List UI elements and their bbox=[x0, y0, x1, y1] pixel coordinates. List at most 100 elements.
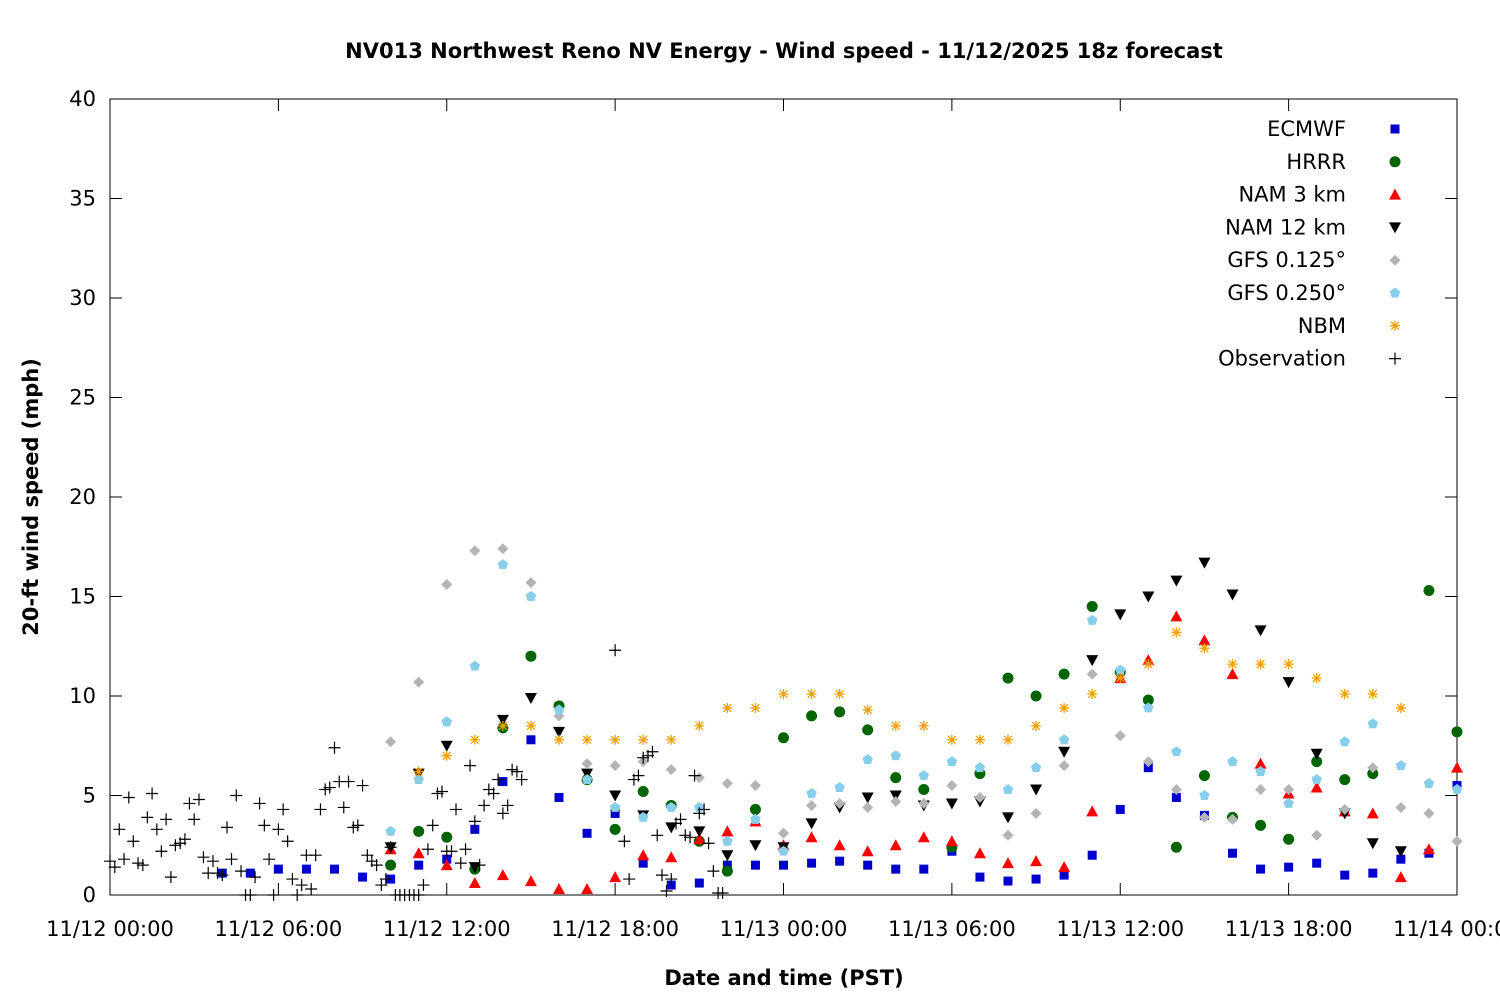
point-gfs-0-250 bbox=[1395, 760, 1407, 771]
point-nam-12-km bbox=[1198, 557, 1211, 569]
point-nam-12-km bbox=[805, 818, 818, 830]
point-observation bbox=[146, 787, 159, 800]
point-observation bbox=[646, 745, 659, 758]
point-observation bbox=[235, 865, 248, 878]
legend-marker-observation bbox=[1389, 352, 1401, 365]
point-gfs-0-125 bbox=[1170, 784, 1182, 796]
point-nam-12-km bbox=[945, 798, 958, 810]
point-ecmwf bbox=[498, 777, 508, 787]
legend-label-nbm: NBM bbox=[1298, 314, 1346, 338]
point-nam-12-km bbox=[440, 740, 453, 752]
point-ecmwf bbox=[358, 872, 368, 882]
point-hrrr bbox=[441, 831, 453, 843]
point-nam-3-km bbox=[693, 833, 706, 845]
point-nam-3-km bbox=[1030, 855, 1043, 867]
point-observation bbox=[421, 843, 434, 856]
x-tick-label: 11/13 12:00 bbox=[1056, 917, 1184, 941]
point-observation bbox=[618, 835, 631, 848]
data-marks bbox=[104, 543, 1463, 901]
point-ecmwf bbox=[470, 824, 480, 834]
point-nam-3-km bbox=[1366, 807, 1379, 819]
point-observation bbox=[132, 857, 145, 870]
point-hrrr bbox=[525, 650, 537, 662]
point-ecmwf bbox=[1059, 870, 1069, 880]
point-observation bbox=[263, 853, 276, 866]
point-nbm bbox=[1199, 643, 1210, 654]
point-ecmwf bbox=[750, 860, 760, 870]
point-observation bbox=[468, 815, 481, 828]
point-nam-3-km bbox=[412, 847, 425, 859]
point-hrrr bbox=[1142, 694, 1154, 706]
point-nbm bbox=[1115, 673, 1126, 684]
point-observation bbox=[501, 799, 514, 812]
y-tick-label: 0 bbox=[83, 883, 96, 907]
chart-title: NV013 Northwest Reno NV Energy - Wind sp… bbox=[345, 39, 1223, 63]
point-nbm bbox=[1283, 659, 1294, 670]
point-observation bbox=[623, 873, 636, 886]
point-observation bbox=[609, 644, 622, 657]
point-nam-3-km bbox=[468, 877, 481, 889]
point-nam-3-km bbox=[496, 869, 509, 881]
series-observation bbox=[104, 644, 729, 901]
point-gfs-0-125 bbox=[693, 772, 705, 784]
point-observation bbox=[328, 741, 341, 754]
point-hrrr bbox=[721, 865, 733, 877]
point-nam-3-km bbox=[1198, 634, 1211, 646]
legend-label-gfs-0-125: GFS 0.125° bbox=[1227, 248, 1346, 272]
point-ecmwf bbox=[891, 864, 901, 874]
point-nbm bbox=[1311, 673, 1322, 684]
point-observation bbox=[684, 831, 697, 844]
point-hrrr bbox=[385, 859, 397, 871]
point-observation bbox=[211, 867, 224, 880]
point-gfs-0-250 bbox=[750, 813, 761, 824]
point-nam-12-km bbox=[1226, 589, 1239, 601]
point-observation bbox=[492, 773, 505, 786]
point-ecmwf bbox=[1340, 870, 1350, 880]
x-tick-label: 11/14 00:00 bbox=[1393, 917, 1500, 941]
point-ecmwf bbox=[554, 792, 564, 802]
point-ecmwf bbox=[1003, 876, 1013, 886]
point-gfs-0-125 bbox=[1058, 760, 1070, 772]
legend-label-nam-3-km: NAM 3 km bbox=[1238, 183, 1346, 207]
legend-label-hrrr: HRRR bbox=[1286, 150, 1346, 174]
point-observation bbox=[253, 797, 266, 810]
point-ecmwf bbox=[1312, 858, 1322, 868]
legend-marker-ecmwf bbox=[1390, 124, 1400, 134]
point-nam-12-km bbox=[1114, 609, 1127, 621]
point-nbm bbox=[610, 734, 621, 745]
point-nam-3-km bbox=[524, 875, 537, 887]
point-ecmwf bbox=[975, 872, 985, 882]
point-nbm bbox=[778, 689, 789, 700]
x-tick-label: 11/13 06:00 bbox=[888, 917, 1016, 941]
point-hrrr bbox=[1030, 690, 1042, 702]
point-nam-3-km bbox=[1254, 757, 1267, 769]
point-nam-3-km bbox=[1170, 610, 1183, 622]
point-observation bbox=[249, 871, 262, 884]
point-observation bbox=[464, 759, 477, 772]
point-gfs-0-250 bbox=[806, 788, 817, 798]
point-observation bbox=[651, 829, 664, 842]
point-observation bbox=[688, 769, 701, 782]
legend-label-ecmwf: ECMWF bbox=[1267, 117, 1346, 141]
point-observation bbox=[637, 751, 650, 764]
point-observation bbox=[258, 819, 271, 832]
point-gfs-0-125 bbox=[890, 795, 902, 807]
point-observation bbox=[370, 859, 383, 872]
legend-label-nam-12-km: NAM 12 km bbox=[1225, 215, 1346, 239]
legend: ECMWF HRRR NAM 3 km NAM 12 km GFS 0.125° GFS … bbox=[1218, 117, 1401, 371]
point-nbm bbox=[806, 689, 817, 700]
x-tick-label: 11/12 00:00 bbox=[46, 917, 174, 941]
point-nbm bbox=[1339, 689, 1350, 700]
point-observation bbox=[356, 779, 369, 792]
point-nam-12-km bbox=[1282, 677, 1295, 689]
point-gfs-0-125 bbox=[946, 780, 958, 792]
point-observation bbox=[702, 837, 715, 850]
point-gfs-0-250 bbox=[722, 835, 733, 846]
point-observation bbox=[716, 887, 729, 900]
point-nbm bbox=[554, 734, 564, 745]
point-gfs-0-250 bbox=[1227, 756, 1238, 767]
point-nbm bbox=[582, 734, 593, 745]
point-nam-3-km bbox=[440, 859, 453, 871]
point-observation bbox=[197, 851, 210, 864]
